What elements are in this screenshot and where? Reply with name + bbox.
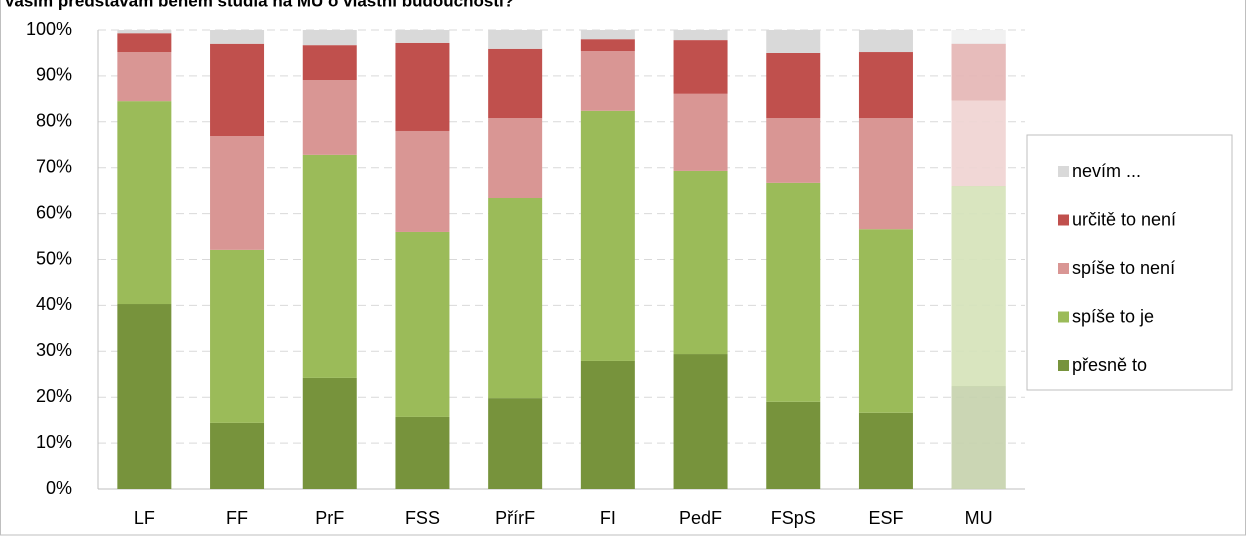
bar-segment — [302, 80, 357, 155]
bar-segment — [302, 377, 357, 489]
x-tick-label: FI — [600, 508, 616, 528]
bar-segment — [117, 52, 172, 102]
x-tick-label: PrF — [315, 508, 344, 528]
legend-box — [1026, 134, 1233, 391]
legend-swatch — [1058, 263, 1069, 274]
bar-segment — [395, 30, 450, 43]
x-tick-label: FF — [226, 508, 248, 528]
bar-segment — [117, 304, 172, 489]
bar-segment — [766, 52, 821, 119]
bar-segment — [395, 416, 450, 489]
bar-segment — [673, 40, 728, 94]
x-tick-label: PřírF — [495, 508, 535, 528]
bar-segment — [580, 30, 635, 40]
y-tick-label: 10% — [36, 432, 72, 452]
bar-segment — [580, 360, 635, 489]
bar-segment — [488, 48, 543, 119]
bar-segment — [766, 182, 821, 402]
x-tick-label: LF — [134, 508, 155, 528]
bar-segment — [673, 170, 728, 355]
bar-segment — [395, 42, 450, 131]
bar-segment — [488, 398, 543, 489]
bar-segment — [766, 118, 821, 183]
y-tick-label: 40% — [36, 294, 72, 314]
bar-segment — [488, 30, 543, 49]
x-tick-label: PedF — [679, 508, 722, 528]
bar-segment — [858, 30, 913, 53]
bar-segment — [673, 30, 728, 41]
legend-label: přesně to — [1072, 355, 1147, 375]
bar-segment — [210, 136, 265, 250]
y-tick-label: 100% — [26, 19, 72, 39]
bar-hatch — [951, 30, 1006, 44]
legend-swatch — [1058, 214, 1069, 226]
bar-segment — [210, 249, 265, 423]
bar-segment — [302, 45, 357, 81]
bar-segment — [210, 422, 265, 489]
bar-hatch — [951, 186, 1006, 387]
bar-segment — [858, 412, 913, 489]
bar-segment — [673, 93, 728, 171]
bar-hatch — [951, 43, 1006, 101]
bar-segment — [488, 197, 543, 399]
legend-swatch — [1058, 166, 1069, 177]
bar-hatch — [951, 100, 1006, 187]
bar-segment — [395, 130, 450, 232]
legend-swatch — [1058, 360, 1069, 371]
legend-label: spíše to není — [1072, 258, 1175, 278]
bar-segment — [117, 101, 172, 305]
bar-segment — [117, 33, 172, 53]
bar-segment — [210, 43, 265, 137]
bar-segment — [302, 154, 357, 378]
bar-segment — [210, 30, 265, 44]
y-tick-label: 80% — [36, 111, 72, 131]
y-tick-label: 90% — [36, 65, 72, 85]
bar-segment — [858, 52, 913, 119]
chart-title: Vašim představám během studia na MU o vl… — [4, 0, 514, 10]
bar-segment — [488, 118, 543, 198]
y-tick-label: 50% — [36, 248, 72, 268]
bar-segment — [395, 231, 450, 417]
legend-swatch — [1058, 311, 1069, 323]
y-tick-label: 60% — [36, 202, 72, 222]
y-tick-label: 70% — [36, 156, 72, 176]
legend-label: nevím ... — [1072, 161, 1141, 181]
bar-segment — [117, 30, 172, 34]
y-tick-label: 0% — [46, 478, 72, 498]
legend-label: spíše to je — [1072, 306, 1154, 326]
x-tick-label: MU — [965, 508, 993, 528]
bar-segment — [580, 51, 635, 111]
bar-segment — [302, 30, 357, 46]
bar-segment — [766, 401, 821, 489]
bar-segment — [673, 354, 728, 489]
bar-segment — [858, 118, 913, 230]
y-tick-label: 20% — [36, 386, 72, 406]
bar-segment — [766, 30, 821, 53]
legend-label: určitě to není — [1072, 209, 1176, 229]
x-tick-label: FSS — [405, 508, 440, 528]
bar-segment — [580, 110, 635, 361]
bar-segment — [858, 229, 913, 413]
bar-hatch — [951, 386, 1006, 489]
x-tick-label: FSpS — [771, 508, 816, 528]
y-tick-label: 30% — [36, 340, 72, 360]
bar-segment — [580, 39, 635, 52]
x-tick-label: ESF — [868, 508, 903, 528]
